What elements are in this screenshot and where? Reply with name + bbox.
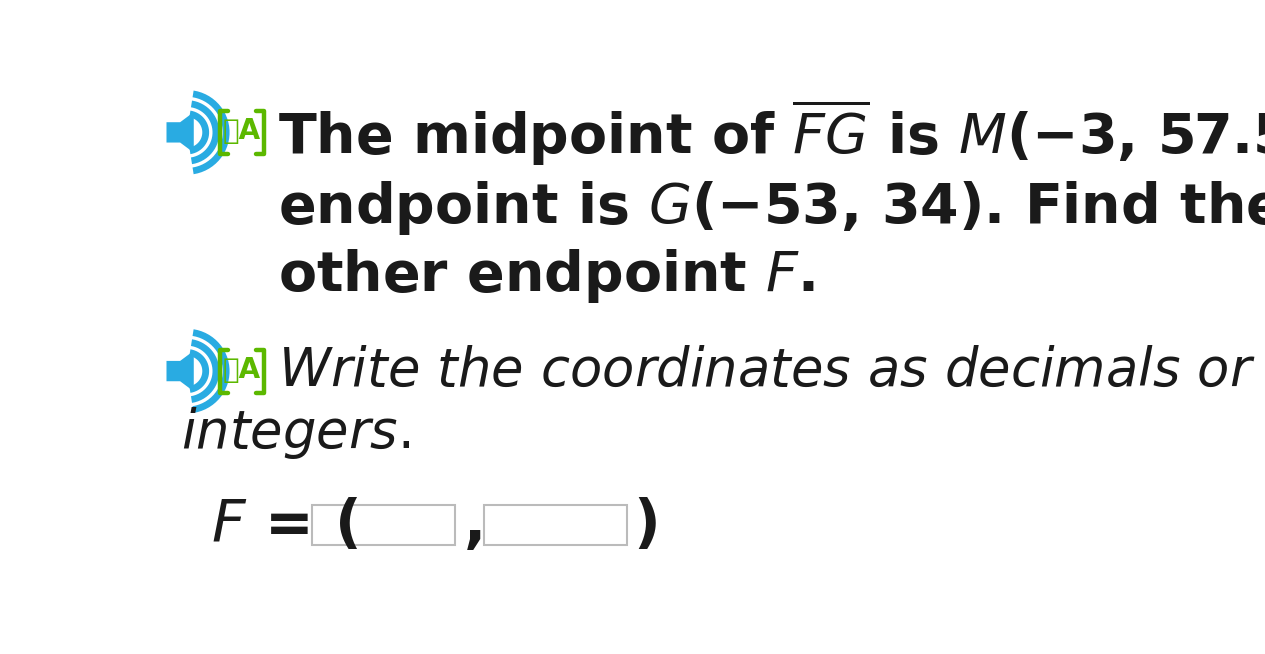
- Text: other endpoint $\it{F}$.: other endpoint $\it{F}$.: [278, 247, 815, 305]
- Text: 文A: 文A: [223, 356, 261, 384]
- Text: $\it{Write\ the\ coordinates\ as\ decimals\ or}$: $\it{Write\ the\ coordinates\ as\ decima…: [278, 345, 1256, 397]
- Polygon shape: [191, 101, 219, 164]
- FancyBboxPatch shape: [483, 505, 627, 545]
- Polygon shape: [192, 329, 229, 413]
- Text: endpoint is $\it{G}$(−53, 34). Find the coordinates of the: endpoint is $\it{G}$(−53, 34). Find the …: [278, 179, 1265, 237]
- Text: 文A: 文A: [223, 117, 261, 145]
- Text: $\it{F}$ = (: $\it{F}$ = (: [211, 496, 358, 553]
- Text: ): ): [634, 496, 660, 553]
- Text: $\it{integers.}$: $\it{integers.}$: [181, 405, 411, 460]
- Polygon shape: [190, 111, 209, 154]
- Polygon shape: [191, 339, 219, 403]
- Polygon shape: [190, 349, 209, 393]
- Text: ,: ,: [464, 496, 487, 553]
- Polygon shape: [167, 351, 194, 391]
- Text: The midpoint of $\overline{FG}$ is $\it{M}$(−3, 57.5). One: The midpoint of $\overline{FG}$ is $\it{…: [278, 97, 1265, 168]
- Polygon shape: [192, 90, 229, 174]
- Polygon shape: [167, 112, 194, 152]
- FancyBboxPatch shape: [311, 505, 455, 545]
